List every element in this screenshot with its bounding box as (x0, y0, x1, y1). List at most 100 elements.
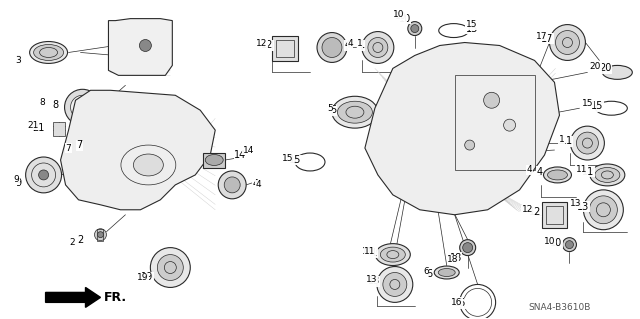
Ellipse shape (337, 101, 372, 123)
Text: 16: 16 (451, 298, 463, 307)
Ellipse shape (602, 65, 632, 79)
Ellipse shape (376, 244, 410, 265)
Circle shape (463, 243, 473, 253)
Ellipse shape (29, 41, 68, 63)
Polygon shape (45, 287, 100, 307)
Text: 12: 12 (529, 207, 541, 217)
Text: 2: 2 (70, 238, 76, 247)
Text: 20: 20 (599, 63, 612, 73)
Text: 21: 21 (33, 123, 45, 133)
Text: 5: 5 (327, 104, 333, 113)
Ellipse shape (543, 167, 572, 183)
Bar (204, 153, 225, 168)
Text: 15: 15 (466, 20, 477, 29)
Text: 9: 9 (14, 175, 20, 184)
Text: 18: 18 (449, 253, 462, 263)
Text: 10: 10 (544, 237, 556, 246)
Text: 18: 18 (447, 255, 458, 264)
Text: 4: 4 (255, 180, 261, 189)
Ellipse shape (34, 45, 63, 60)
Bar (276, 40, 294, 57)
Circle shape (408, 22, 422, 35)
Text: 11: 11 (364, 247, 376, 256)
Circle shape (26, 157, 61, 193)
Circle shape (97, 232, 104, 238)
Circle shape (95, 229, 106, 241)
Circle shape (70, 95, 95, 119)
Circle shape (65, 89, 100, 125)
Text: 6: 6 (427, 270, 433, 279)
Circle shape (556, 31, 579, 55)
Ellipse shape (133, 154, 163, 176)
Text: 4: 4 (252, 179, 258, 189)
Text: 13: 13 (577, 202, 589, 212)
Text: 15: 15 (289, 155, 301, 165)
Text: 1: 1 (359, 41, 365, 50)
Circle shape (460, 240, 476, 256)
Text: 14: 14 (243, 145, 254, 154)
Circle shape (140, 40, 152, 51)
Bar (52, 122, 65, 136)
Text: 10: 10 (550, 238, 563, 248)
Text: 13: 13 (368, 277, 380, 286)
Bar (541, 202, 568, 228)
Ellipse shape (438, 269, 455, 277)
Text: 11: 11 (576, 166, 587, 174)
Text: 5: 5 (330, 105, 336, 115)
Ellipse shape (547, 170, 568, 180)
Circle shape (77, 101, 88, 113)
Text: 11: 11 (582, 167, 595, 177)
Circle shape (362, 32, 394, 63)
Polygon shape (108, 19, 172, 75)
Text: 2: 2 (77, 235, 84, 245)
Text: 21: 21 (27, 121, 38, 130)
Circle shape (150, 248, 190, 287)
Text: 11: 11 (362, 247, 374, 256)
Text: 9: 9 (15, 178, 22, 188)
Circle shape (563, 238, 577, 252)
Text: 1: 1 (559, 135, 564, 144)
Text: 6: 6 (423, 267, 429, 276)
Circle shape (383, 272, 407, 296)
Text: 12: 12 (522, 205, 533, 214)
Text: 7: 7 (66, 144, 72, 152)
Text: 15: 15 (282, 153, 294, 162)
Bar (454, 75, 534, 170)
Circle shape (484, 92, 500, 108)
Text: 14: 14 (234, 150, 246, 160)
Text: 20: 20 (589, 62, 601, 71)
Ellipse shape (205, 154, 223, 166)
Circle shape (566, 241, 573, 249)
Text: 8: 8 (40, 98, 45, 107)
Text: 8: 8 (52, 100, 59, 110)
Circle shape (218, 171, 246, 199)
Ellipse shape (435, 266, 459, 279)
Text: 13: 13 (366, 275, 378, 284)
Circle shape (224, 177, 240, 193)
Text: 12: 12 (257, 39, 268, 48)
Text: 15: 15 (591, 101, 604, 111)
Text: 16: 16 (454, 298, 466, 308)
Ellipse shape (380, 247, 405, 262)
Text: 19: 19 (136, 273, 148, 282)
Text: 17: 17 (536, 32, 547, 41)
Circle shape (411, 25, 419, 33)
Circle shape (584, 190, 623, 230)
Text: 4: 4 (536, 167, 543, 177)
Text: 13: 13 (570, 199, 581, 208)
Text: 10: 10 (399, 14, 411, 24)
Text: 10: 10 (393, 10, 404, 19)
Text: 1: 1 (357, 39, 363, 48)
Text: 15: 15 (582, 99, 593, 108)
Text: 4: 4 (345, 41, 351, 50)
Circle shape (465, 140, 475, 150)
Circle shape (322, 38, 342, 57)
Polygon shape (365, 42, 559, 215)
Circle shape (317, 33, 347, 63)
Bar (97, 229, 104, 241)
Text: FR.: FR. (104, 291, 127, 304)
Circle shape (368, 38, 388, 57)
Ellipse shape (595, 167, 620, 182)
Bar (90, 135, 100, 149)
Circle shape (570, 126, 604, 160)
